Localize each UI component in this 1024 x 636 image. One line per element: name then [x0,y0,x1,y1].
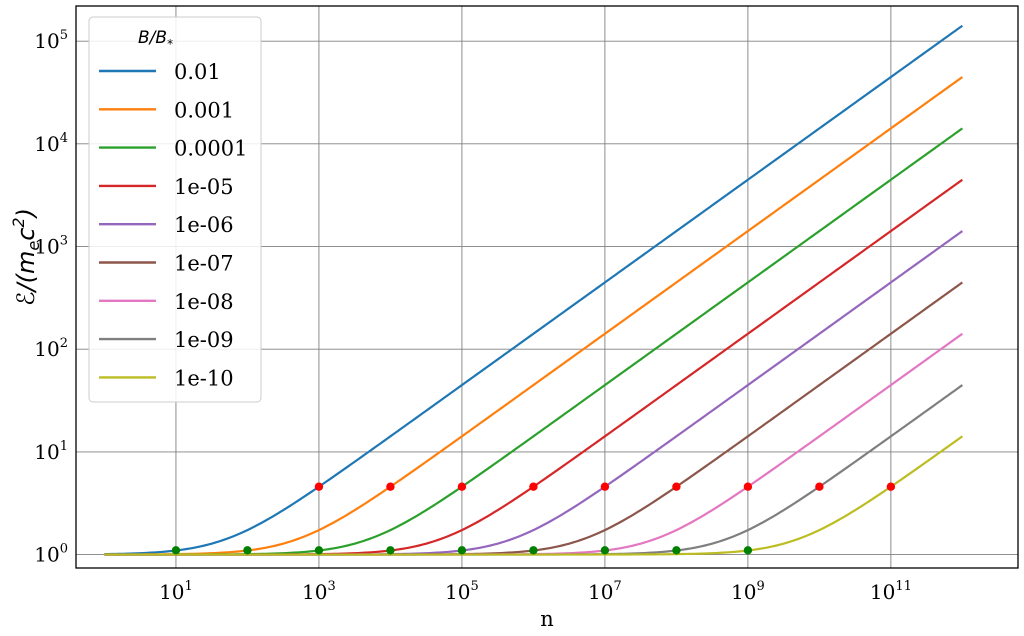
x-axis-label: n [540,607,554,631]
plot-frame [75,5,1019,569]
green-marker [743,546,753,555]
red-marker [886,482,896,491]
x-tick-label: 1011 [870,579,912,604]
x-tick-label: 109 [731,579,765,604]
legend-box [88,16,262,403]
green-marker [314,546,324,555]
y-tick-label: 105 [34,28,68,53]
red-marker [743,482,753,491]
green-marker [386,546,395,555]
red-marker [672,482,681,491]
y-tick-label: 101 [34,439,68,464]
red-marker [457,482,467,491]
legend-label: 1e-08 [174,290,234,314]
ticks: 101 103 105 107 109 1011 100 101 102 103 104 105 [34,28,912,604]
green-marker [457,546,467,555]
legend-label: 1e-09 [174,328,234,352]
legend-label: 0.001 [174,98,234,122]
red-marker [314,482,324,491]
green-marker [672,546,681,555]
x-tick-label: 103 [302,579,336,604]
legend-label: 1e-10 [174,366,234,390]
red-marker [600,482,610,491]
y-tick-label: 104 [34,131,68,156]
legend-label: 1e-07 [174,252,234,276]
y-tick-label: 100 [34,542,68,567]
legend-label: 1e-05 [174,175,234,199]
y-axis-label: ℰ/(mec2) [9,208,43,306]
markers [171,482,896,555]
x-tick-label: 105 [445,579,479,604]
x-tick-label: 107 [588,579,622,604]
x-tick-label: 101 [159,579,193,604]
green-marker [600,546,610,555]
series-line [104,24,964,556]
green-marker [529,546,538,555]
green-marker [243,546,252,555]
legend: B/B*0.01 0.001 0.0001 1e-05 1e-06 1e-07 1e-08 1… [88,16,262,403]
red-marker [815,482,824,491]
red-marker [386,482,395,491]
red-marker [529,482,538,491]
legend-label: 0.0001 [174,137,247,161]
legend-label: 1e-06 [174,213,234,237]
legend-label: 0.01 [174,60,221,84]
series-line [104,435,964,556]
green-marker [171,546,181,555]
y-tick-label: 103 [34,234,68,259]
y-tick-label: 102 [34,336,68,361]
legend-title: B/B* [138,28,173,51]
